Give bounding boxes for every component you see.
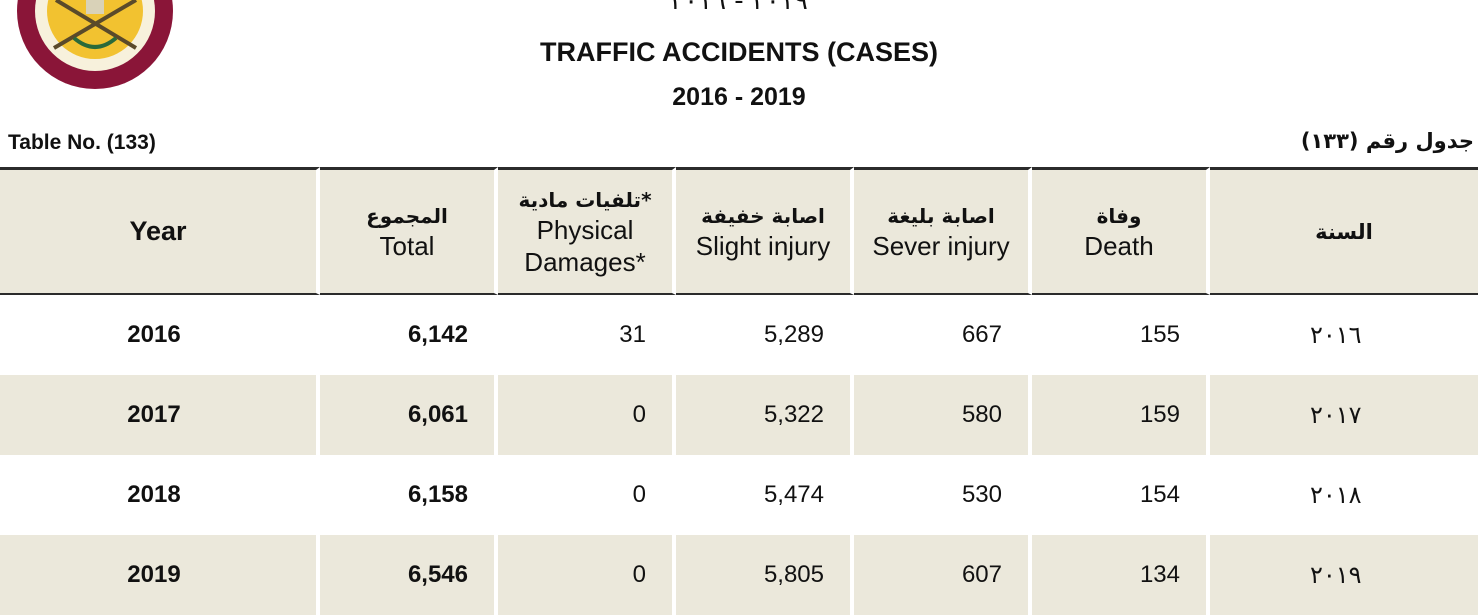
cell-physical: 0 — [498, 455, 676, 535]
header-total: المجموع Total — [320, 167, 498, 295]
cell-death: 155 — [1032, 295, 1210, 375]
table-row: 2019 6,546 0 5,805 607 134 ٢٠١٩ — [0, 535, 1478, 615]
cell-slight: 5,322 — [676, 375, 854, 455]
cell-severe: 530 — [854, 455, 1032, 535]
page-title: TRAFFIC ACCIDENTS (CASES) — [540, 37, 938, 67]
header-slight-injury: اصابة خفيفة Slight injury — [676, 167, 854, 295]
accidents-table: Year المجموع Total تلفيات مادية* Physica… — [0, 167, 1478, 615]
cell-year: 2019 — [0, 535, 320, 615]
header-death: وفاة Death — [1032, 167, 1210, 295]
cell-death: 134 — [1032, 535, 1210, 615]
cell-year-ar: ٢٠١٧ — [1210, 375, 1478, 455]
cell-severe: 607 — [854, 535, 1032, 615]
cell-physical: 0 — [498, 535, 676, 615]
arabic-year-range: ٢٠١٩ - ٢٠١٦ — [670, 0, 808, 16]
cell-total: 6,142 — [320, 295, 498, 375]
cell-physical: 0 — [498, 375, 676, 455]
table-number-ar: جدول رقم (١٣٣) — [1300, 129, 1474, 153]
header-year: Year — [0, 167, 320, 295]
cell-physical: 31 — [498, 295, 676, 375]
table-row: 2018 6,158 0 5,474 530 154 ٢٠١٨ — [0, 455, 1478, 535]
qatar-psa-logo — [17, 0, 173, 89]
cell-year: 2016 — [0, 295, 320, 375]
header-physical-damages: تلفيات مادية* Physical Damages* — [498, 167, 676, 295]
cell-year-ar: ٢٠١٩ — [1210, 535, 1478, 615]
cell-severe: 580 — [854, 375, 1032, 455]
cell-year-ar: ٢٠١٨ — [1310, 481, 1362, 509]
cell-total: 6,546 — [320, 535, 498, 615]
cell-total: 6,158 — [320, 455, 498, 535]
year-range: 2016 - 2019 — [672, 83, 806, 111]
cell-year: 2018 — [0, 455, 320, 535]
cell-death: 154 — [1032, 455, 1210, 535]
cell-death: 159 — [1032, 375, 1210, 455]
table-row: 2017 6,061 0 5,322 580 159 ٢٠١٧ — [0, 375, 1478, 455]
table-header-row: Year المجموع Total تلفيات مادية* Physica… — [0, 167, 1478, 295]
cell-slight: 5,474 — [676, 455, 854, 535]
cell-slight: 5,289 — [676, 295, 854, 375]
cell-severe: 667 — [854, 295, 1032, 375]
cell-slight: 5,805 — [676, 535, 854, 615]
cell-year: 2017 — [0, 375, 320, 455]
cell-total: 6,061 — [320, 375, 498, 455]
cell-year-ar: ٢٠١٦ — [1310, 321, 1362, 349]
header-severe-injury: اصابة بليغة Sever injury — [854, 167, 1032, 295]
header-year-ar: السنة — [1210, 167, 1478, 295]
table-row: 2016 6,142 31 5,289 667 155 ٢٠١٦ — [0, 295, 1478, 375]
table-number-en: Table No. (133) — [8, 131, 156, 154]
